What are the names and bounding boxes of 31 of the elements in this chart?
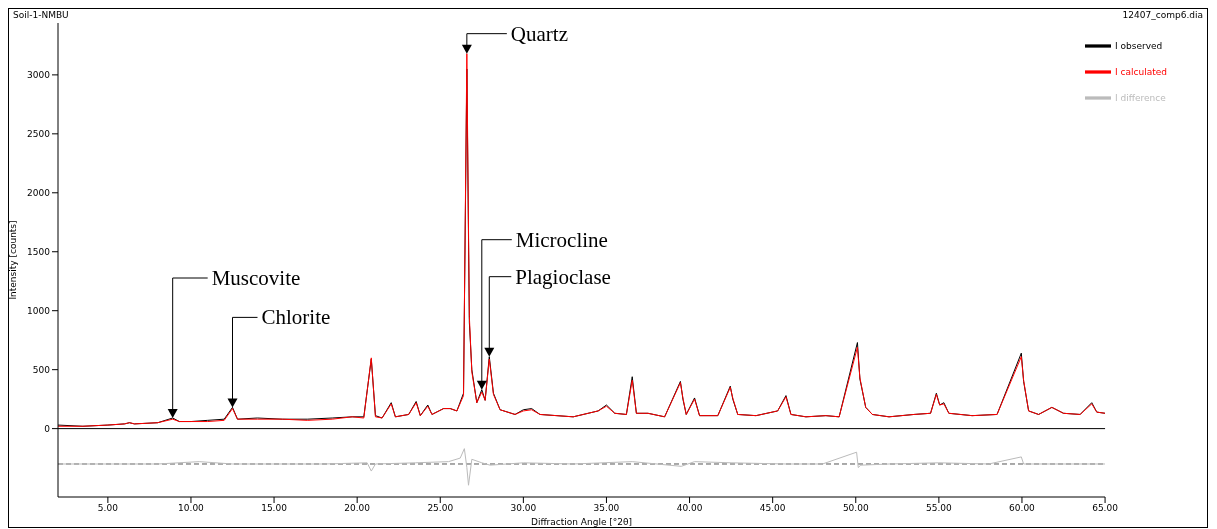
y-tick-label: 1000 [27, 305, 51, 316]
x-tick-label: 30.00 [510, 503, 537, 514]
x-tick-label: 55.00 [925, 503, 953, 514]
y-tick-label: 3000 [27, 70, 51, 81]
x-tick-label: 10.00 [178, 503, 205, 514]
x-tick-label: 5.00 [97, 503, 119, 514]
annotation: Plagioclase [515, 264, 611, 289]
x-tick-label: 15.00 [261, 503, 288, 514]
annotation: Muscovite [211, 266, 301, 290]
x-tick-label: 40.00 [676, 503, 703, 514]
x-axis-title: Diffraction Angle [°2θ] [530, 517, 633, 527]
y-tick-label: 1500 [27, 246, 51, 257]
annotation: Quartz [510, 21, 568, 46]
annotation: Chlorite [261, 305, 331, 330]
x-tick-label: 50.00 [842, 503, 869, 514]
x-tick-label: 35.00 [593, 503, 620, 514]
x-tick-label: 60.00 [1009, 503, 1036, 514]
text: 12407_comp6.dia [1122, 10, 1203, 20]
y-tick-label: 2500 [27, 129, 51, 140]
legend-label: I calculated [1115, 66, 1167, 77]
y-tick-label: 0 [44, 423, 51, 434]
annotation: Microcline [515, 227, 608, 252]
legend-label: I observed [1115, 40, 1163, 51]
y-tick-label: 500 [32, 364, 51, 375]
chart-title: Soil-1-NMBU [13, 10, 69, 20]
x-tick-label: 45.00 [759, 503, 786, 514]
y-tick-label: 2000 [27, 187, 51, 198]
x-tick-label: 65.00 [1092, 503, 1119, 514]
x-tick-label: 20.00 [344, 503, 371, 514]
x-tick-label: 25.00 [427, 503, 454, 514]
y-axis-title: Intensity [counts] [8, 220, 19, 300]
